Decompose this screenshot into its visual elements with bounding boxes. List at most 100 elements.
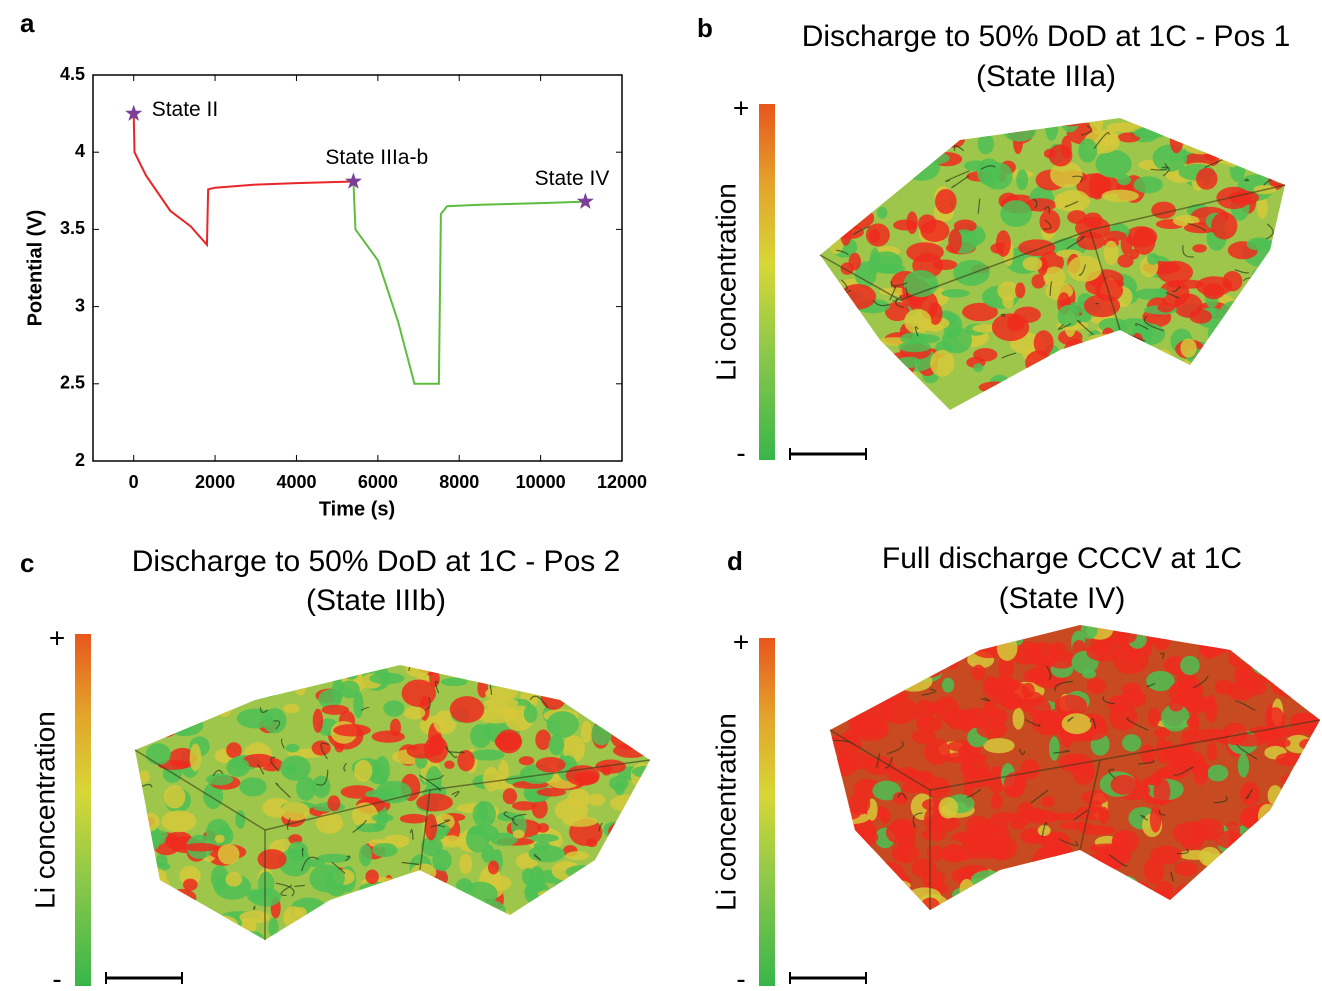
grain: [131, 925, 142, 936]
grain: [1271, 635, 1293, 653]
grain: [1283, 791, 1301, 800]
grain-edge: [159, 929, 168, 942]
grain: [889, 391, 924, 410]
grain: [1231, 118, 1266, 130]
grain: [134, 922, 157, 936]
grain: [1278, 649, 1301, 668]
grain: [598, 716, 618, 732]
grain: [1229, 345, 1247, 368]
grain: [1151, 898, 1174, 916]
grain: [1169, 698, 1184, 711]
grain: [967, 754, 988, 763]
grain: [397, 910, 434, 937]
grain-edge: [850, 866, 864, 872]
grain: [632, 766, 663, 778]
grain: [997, 635, 1018, 661]
plot-frame: [93, 75, 622, 461]
grain: [1100, 396, 1133, 417]
grain: [1197, 124, 1213, 136]
grain: [1047, 870, 1062, 886]
grain: [1225, 323, 1250, 336]
grain: [1094, 358, 1130, 374]
grain: [327, 795, 340, 811]
grain: [820, 354, 854, 371]
grain: [1246, 238, 1273, 251]
grain-edge: [1244, 116, 1253, 119]
grain: [925, 702, 945, 713]
grain: [912, 144, 932, 166]
grain: [931, 645, 945, 665]
grain: [623, 670, 652, 683]
grain: [168, 889, 196, 907]
grain: [1122, 734, 1141, 751]
grain-edge: [1257, 622, 1266, 632]
grain: [127, 669, 152, 696]
grain: [1003, 118, 1037, 142]
state-label: State II: [152, 98, 219, 121]
grain: [1213, 370, 1246, 381]
grain: [529, 901, 540, 910]
volume-render: [821, 617, 1322, 919]
grain: [1023, 669, 1046, 683]
grain: [1130, 381, 1151, 403]
grain-edge: [979, 887, 983, 892]
grain: [164, 785, 185, 808]
grain: [1117, 335, 1132, 352]
grain: [1224, 143, 1241, 167]
grain: [903, 155, 940, 181]
grain: [858, 841, 872, 851]
grain: [846, 199, 873, 215]
grain: [1279, 840, 1294, 852]
x-tick-label: 6000: [358, 472, 398, 492]
grain: [1102, 190, 1139, 202]
grain: [456, 878, 473, 894]
grain: [450, 696, 484, 723]
grain: [841, 398, 871, 410]
grain: [1301, 783, 1322, 791]
x-tick-label: 10000: [516, 472, 566, 492]
grain: [1192, 244, 1206, 253]
y-tick-label: 2: [75, 450, 85, 470]
grain: [1213, 879, 1228, 889]
grain: [530, 834, 559, 842]
grain: [1252, 825, 1267, 840]
grain: [1082, 887, 1116, 896]
grain: [273, 673, 303, 689]
grain: [321, 705, 348, 715]
grain: [488, 861, 499, 875]
grain: [877, 137, 890, 147]
grain: [1117, 175, 1131, 186]
grain: [861, 118, 887, 138]
grain: [630, 843, 647, 863]
grain-edge: [1271, 624, 1288, 636]
grain-edge: [404, 935, 421, 939]
grain: [596, 664, 612, 675]
grain: [1215, 115, 1246, 136]
grain: [1000, 200, 1032, 227]
grain: [189, 662, 210, 687]
grain: [1081, 791, 1108, 805]
grain: [1258, 128, 1270, 141]
grain: [1211, 212, 1237, 240]
grain: [1182, 838, 1203, 850]
grain: [1152, 349, 1173, 372]
grain: [852, 375, 884, 396]
grain: [864, 158, 878, 169]
grain: [893, 220, 917, 231]
grain: [825, 857, 839, 866]
grain: [175, 929, 186, 942]
colorbar-max: +: [49, 622, 65, 653]
grain: [1050, 162, 1083, 188]
grain: [1048, 863, 1072, 885]
grain: [183, 879, 198, 891]
grain: [874, 862, 905, 885]
grain: [617, 678, 649, 696]
grain-edge: [350, 923, 357, 928]
grain-edge: [622, 884, 626, 893]
grain: [1184, 137, 1219, 154]
grain: [457, 750, 474, 771]
grain: [948, 229, 962, 253]
grain: [257, 661, 283, 686]
grain: [1129, 363, 1144, 377]
grain: [1157, 303, 1174, 313]
